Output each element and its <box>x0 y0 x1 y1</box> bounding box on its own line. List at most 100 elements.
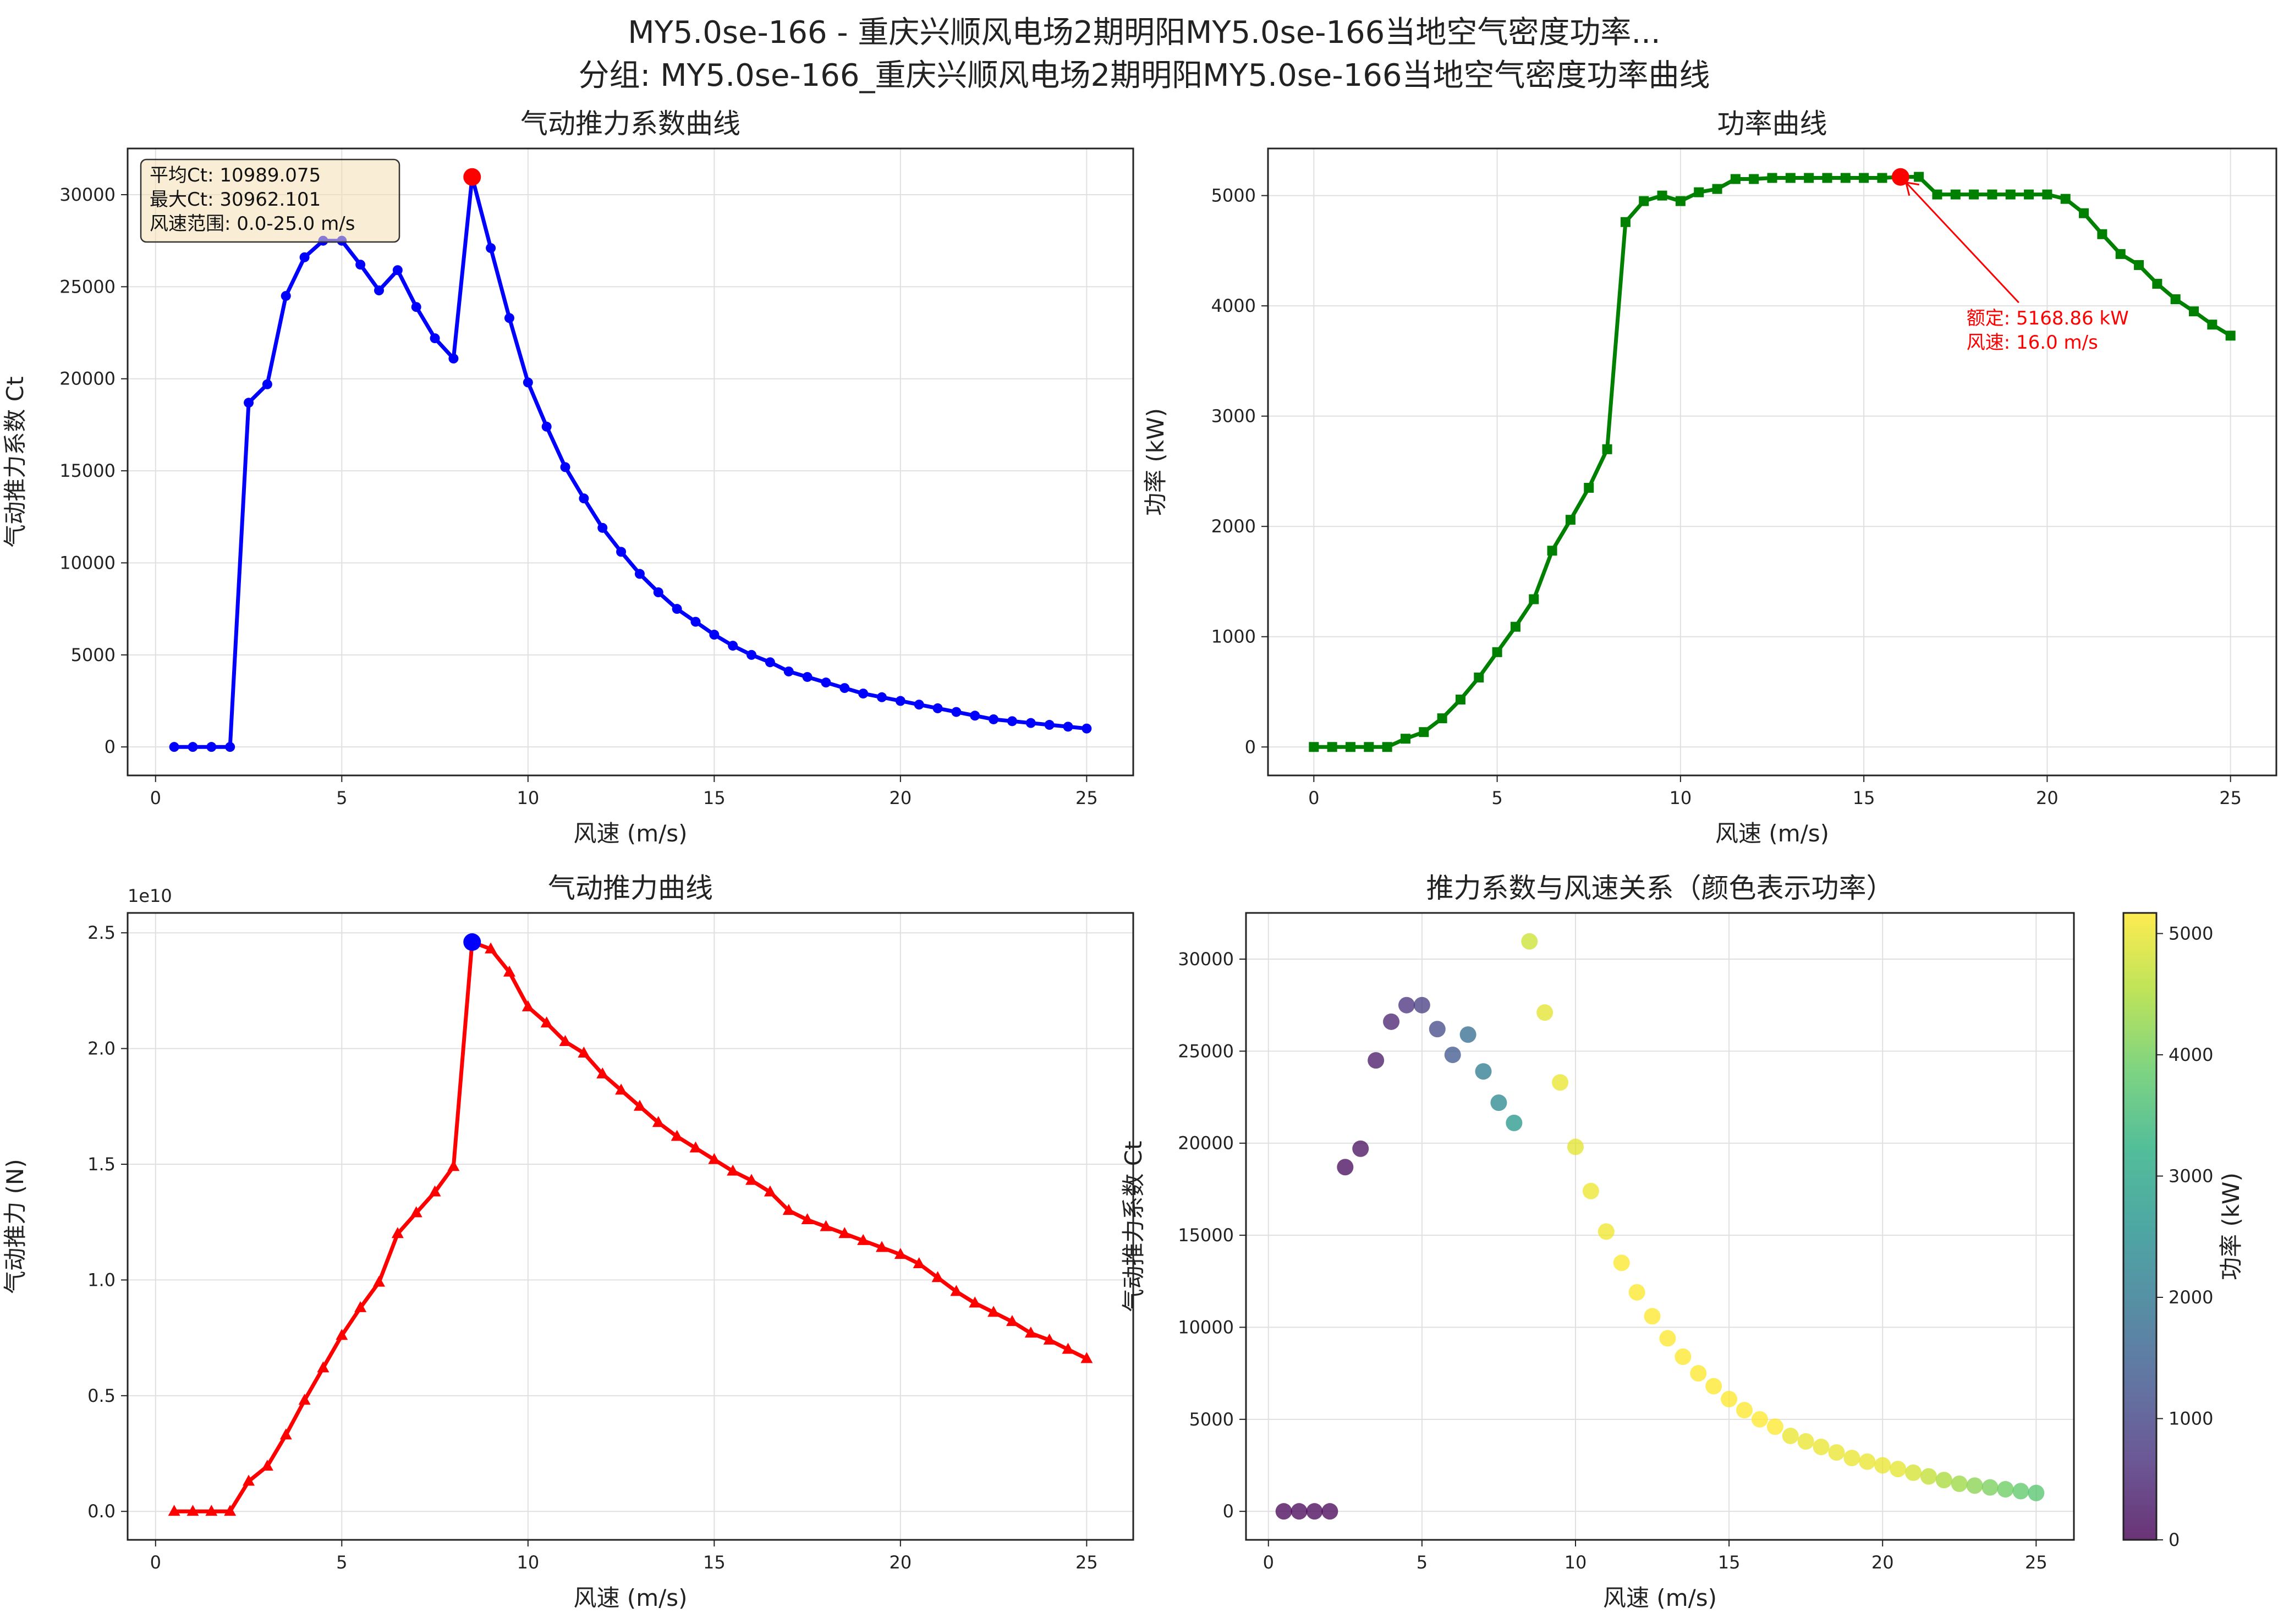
ct-point-40 <box>914 700 924 710</box>
ct-ytick-label-2: 10000 <box>59 552 116 573</box>
thrust-ytick-label-0: 0.0 <box>87 1501 116 1522</box>
power-point-44 <box>2115 249 2126 259</box>
power-ytick-label-3: 3000 <box>1211 406 1256 427</box>
scatter-point-33 <box>1782 1427 1799 1444</box>
power-point-16 <box>1602 444 1612 454</box>
scatter-point-31 <box>1751 1411 1768 1428</box>
thrust-point-40 <box>913 1257 925 1268</box>
ct-point-6 <box>281 291 291 301</box>
power-point-19 <box>1657 190 1667 201</box>
thrust-point-37 <box>857 1234 870 1245</box>
scatter-point-18 <box>1552 1074 1569 1091</box>
power-ytick-label-1: 1000 <box>1211 626 1256 647</box>
ct-point-42 <box>951 707 962 717</box>
ct-point-43 <box>970 711 980 721</box>
ct-xlabel: 风速 (m/s) <box>573 820 687 847</box>
ct-ytick-label-5: 25000 <box>59 276 116 297</box>
power-point-40 <box>2042 189 2052 200</box>
thrust-point-23 <box>596 1067 609 1078</box>
scatter-point-25 <box>1659 1330 1676 1347</box>
scatter-ytick-label-2: 10000 <box>1178 1317 1234 1337</box>
power-point-24 <box>1749 174 1759 184</box>
ct-point-14 <box>430 333 440 344</box>
ct-point-10 <box>355 260 366 270</box>
ct-ytick-label-1: 5000 <box>71 645 116 665</box>
power-point-33 <box>1914 172 1924 182</box>
ct-point-45 <box>1007 716 1017 726</box>
ct-stats-range: 风速范围: 0.0-25.0 m/s <box>150 213 355 235</box>
thrust-peak-marker <box>463 933 481 951</box>
power-point-18 <box>1639 196 1649 206</box>
ct-point-3 <box>225 742 235 752</box>
thrust-xtick-label-5: 25 <box>1075 1552 1098 1573</box>
colorbar-tick-label-4: 4000 <box>2169 1044 2213 1065</box>
thrust-point-11 <box>373 1275 385 1287</box>
scatter-point-5 <box>1352 1140 1369 1157</box>
power-xtick-label-0: 0 <box>1308 788 1319 808</box>
scatter-point-41 <box>1905 1464 1922 1481</box>
ct-point-38 <box>877 692 887 702</box>
power-xtick-label-2: 10 <box>1670 788 1692 808</box>
power-point-17 <box>1620 217 1631 227</box>
power-point-26 <box>1785 173 1796 183</box>
scatter-point-23 <box>1628 1284 1645 1301</box>
ct-point-12 <box>392 265 403 276</box>
thrust-xtick-label-2: 10 <box>517 1552 539 1573</box>
power-point-28 <box>1822 173 1832 183</box>
power-point-3 <box>1364 742 1374 752</box>
ct-stats-max: 最大Ct: 30962.101 <box>150 189 321 211</box>
power-point-36 <box>1969 189 1979 200</box>
power-point-42 <box>2079 208 2089 218</box>
scatter-point-35 <box>1813 1439 1830 1456</box>
ct-point-0 <box>169 742 179 752</box>
power-point-5 <box>1400 734 1410 744</box>
thrust-xtick-label-1: 5 <box>336 1552 347 1573</box>
ct-point-13 <box>411 302 421 312</box>
colorbar-label: 功率 (kW) <box>2217 1172 2244 1280</box>
scatter-xtick-label-4: 20 <box>1871 1552 1894 1573</box>
power-point-27 <box>1804 173 1814 183</box>
scatter-point-20 <box>1582 1182 1599 1199</box>
power-point-1 <box>1327 742 1337 752</box>
thrust-xtick-label-0: 0 <box>150 1552 161 1573</box>
power-xtick-label-4: 20 <box>2036 788 2059 808</box>
ct-series-line <box>174 175 1087 749</box>
scatter-point-15 <box>1506 1114 1523 1131</box>
power-point-11 <box>1510 621 1520 632</box>
power-point-2 <box>1345 742 1355 752</box>
ct-point-34 <box>802 671 813 682</box>
scatter-point-48 <box>2012 1483 2029 1500</box>
ct-xtick-label-1: 5 <box>336 788 347 808</box>
colorbar-frame <box>2122 912 2158 1541</box>
ct-point-21 <box>560 462 570 472</box>
thrust-point-45 <box>1006 1315 1018 1326</box>
thrust-point-49 <box>1080 1352 1093 1363</box>
ct-point-41 <box>932 703 943 713</box>
thrust-ytick-label-3: 1.5 <box>87 1154 116 1175</box>
thrust-ytick-label-4: 2.0 <box>87 1038 116 1059</box>
scatter-point-17 <box>1536 1004 1554 1021</box>
scatter-point-9 <box>1413 997 1430 1014</box>
thrust-point-32 <box>764 1185 776 1197</box>
ct-point-24 <box>616 547 627 557</box>
ct-point-49 <box>1082 723 1092 734</box>
ct-curve-panel: 0 5 10 15 20 25 0 5000 10000 15000 20000 25000 30000… <box>2 108 1134 847</box>
thrust-title: 气动推力曲线 <box>548 872 713 904</box>
power-peak-marker <box>1891 168 1909 186</box>
scatter-point-21 <box>1598 1223 1615 1240</box>
ct-point-18 <box>504 313 514 323</box>
scatter-point-40 <box>1890 1461 1907 1478</box>
ct-point-1 <box>188 742 198 752</box>
scatter-point-7 <box>1383 1013 1400 1030</box>
thrust-xlabel: 风速 (m/s) <box>573 1584 687 1611</box>
scatter-point-37 <box>1843 1450 1860 1467</box>
power-xtick-label-5: 25 <box>2219 788 2242 808</box>
ct-ytick-label-3: 15000 <box>59 460 116 481</box>
scatter-point-11 <box>1444 1047 1461 1064</box>
thrust-point-24 <box>615 1083 628 1095</box>
thrust-point-27 <box>671 1130 683 1141</box>
ct-ytick-label-0: 0 <box>105 736 116 757</box>
scatter-xtick-label-2: 10 <box>1565 1552 1587 1573</box>
thrust-point-17 <box>485 942 497 954</box>
power-point-34 <box>1932 189 1942 200</box>
